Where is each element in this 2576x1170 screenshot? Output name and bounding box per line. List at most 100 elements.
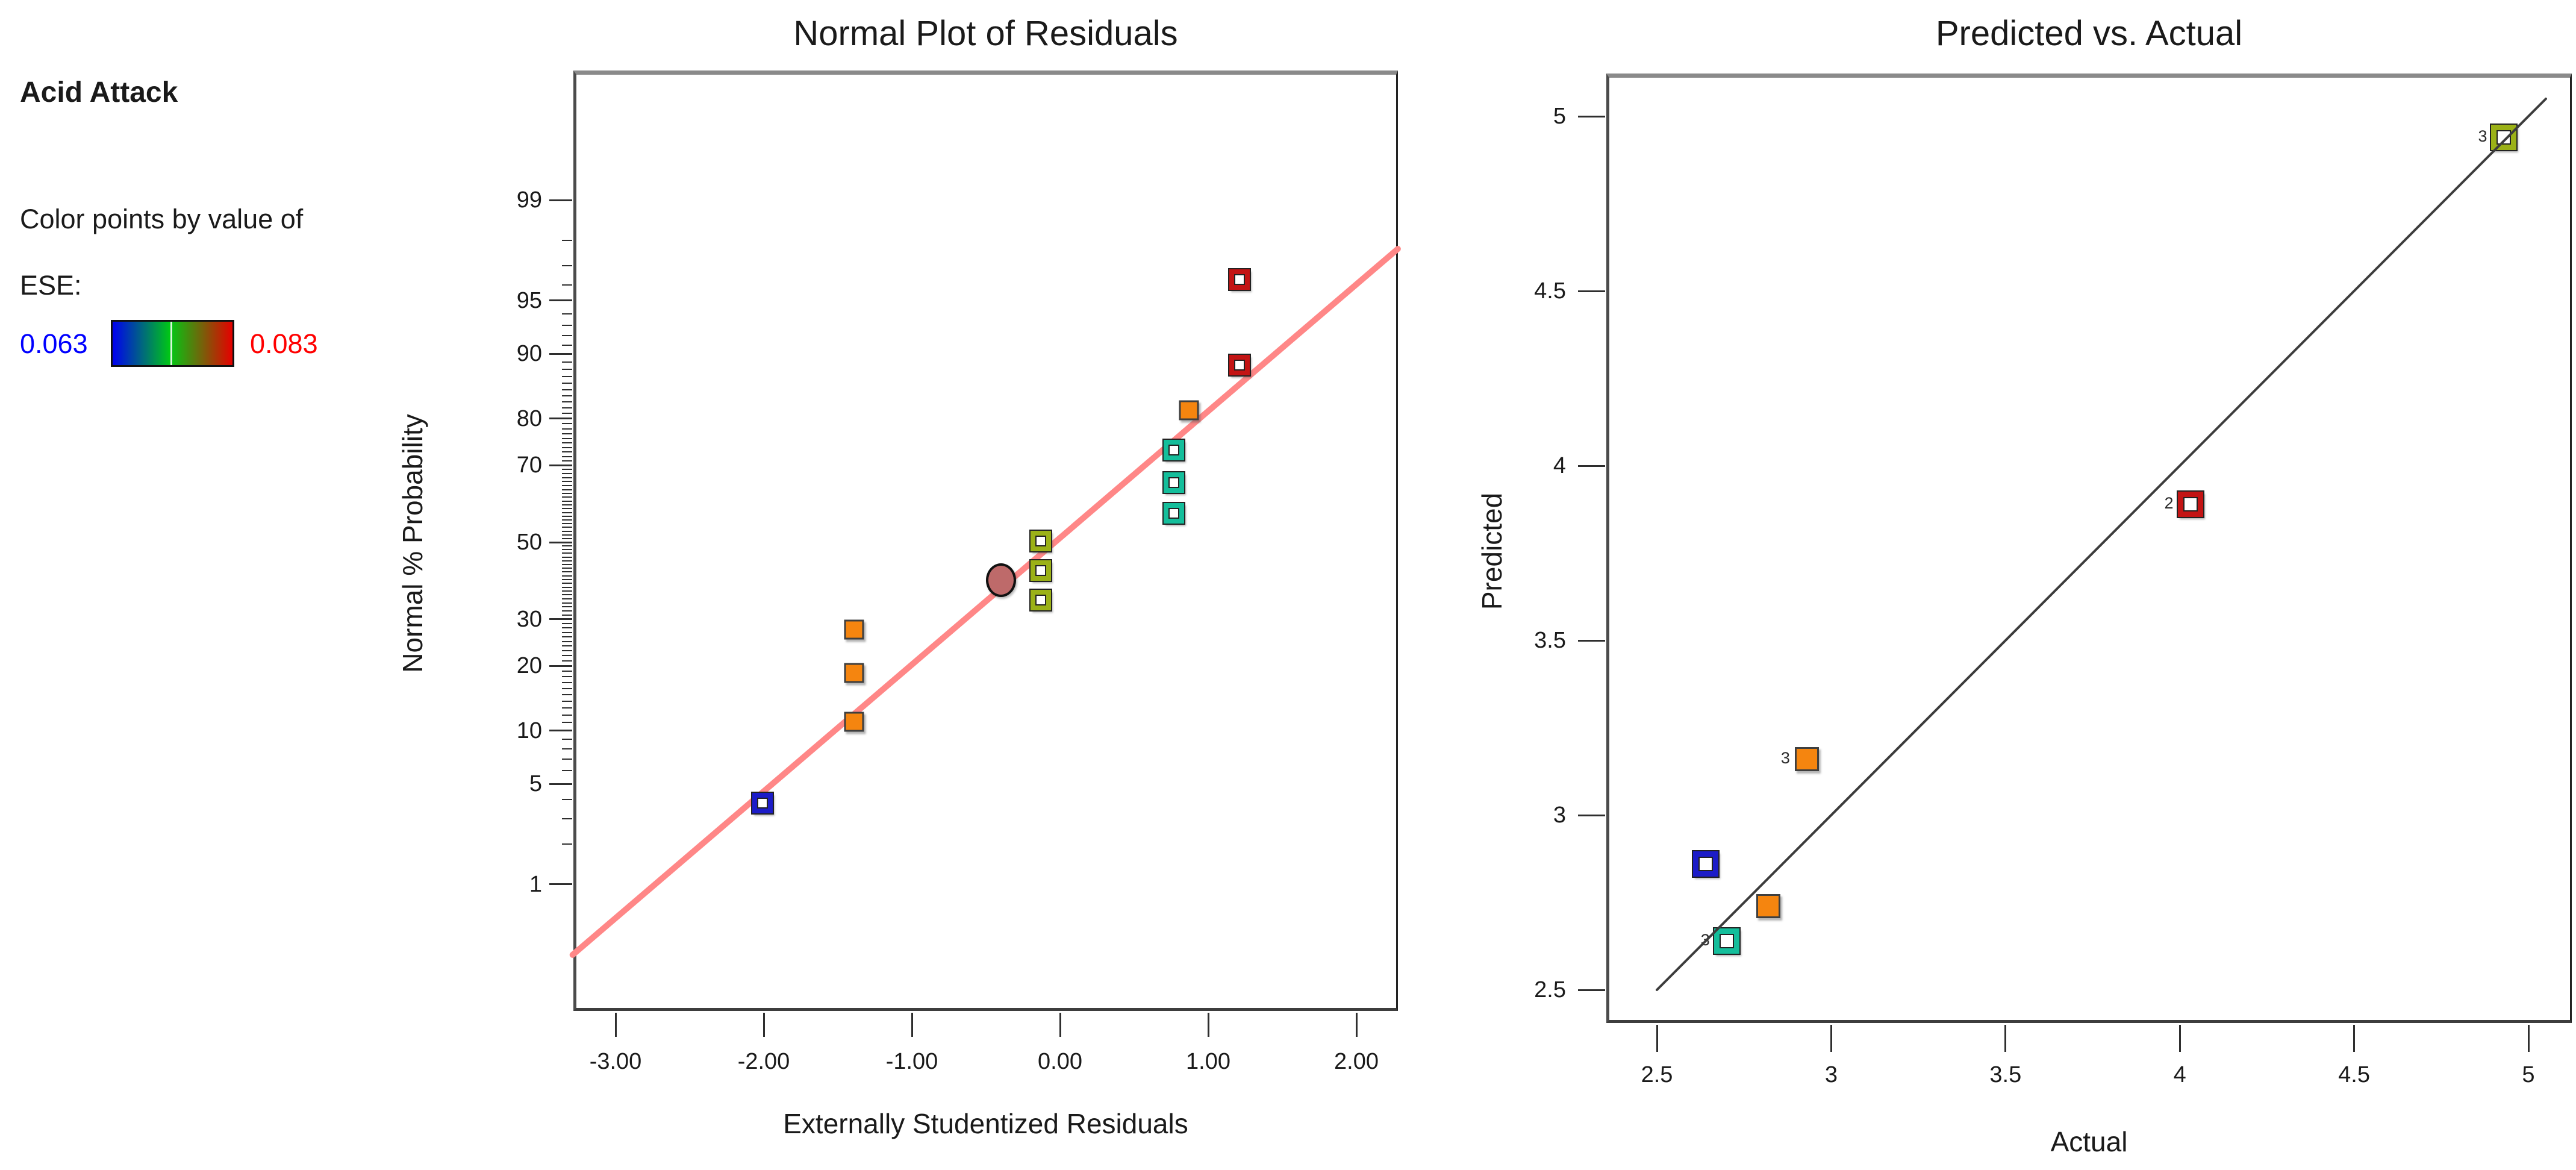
y-axis-tick-label: 30 xyxy=(516,606,542,632)
y-axis-minor-tick xyxy=(562,583,572,584)
data-point-navy[interactable] xyxy=(752,792,773,813)
y-axis-tick-label: 90 xyxy=(516,341,542,367)
data-point-orange[interactable] xyxy=(844,712,864,732)
replicate-count-label: 2 xyxy=(2164,493,2174,512)
y-axis-major-tick xyxy=(549,783,572,785)
chart1-plot-area xyxy=(573,70,1398,1011)
chart2-y-axis-label: Predicted xyxy=(1476,492,1508,610)
analysis-title: Acid Attack xyxy=(20,77,178,108)
gradient-midpoint-line xyxy=(170,322,172,365)
data-point-navy[interactable] xyxy=(1693,851,1719,877)
y-axis-minor-tick xyxy=(562,627,572,629)
data-point-orange[interactable] xyxy=(1179,400,1199,421)
x-axis-tick-label: 0.00 xyxy=(1038,1049,1082,1074)
data-point-orange[interactable] xyxy=(1794,747,1819,772)
y-axis-minor-tick xyxy=(562,455,572,457)
data-point-olive[interactable] xyxy=(2491,124,2517,150)
replicate-count-label: 3 xyxy=(2478,127,2487,145)
y-axis-minor-tick xyxy=(562,671,572,672)
y-axis-minor-tick xyxy=(562,361,572,363)
y-axis-major-tick xyxy=(1578,989,1605,991)
legend-caption-line2: ESE: xyxy=(20,270,82,301)
y-axis-minor-tick xyxy=(562,401,572,403)
data-point-teal[interactable] xyxy=(1164,502,1185,524)
data-point-olive[interactable] xyxy=(1031,589,1052,610)
x-axis-tick-label: 1.00 xyxy=(1186,1049,1230,1074)
data-point-orange[interactable] xyxy=(1756,893,1781,918)
x-axis-tick xyxy=(2353,1025,2356,1052)
y-axis-minor-tick xyxy=(562,687,572,689)
chart2-plot-area xyxy=(1606,74,2572,1023)
y-axis-major-tick xyxy=(549,199,572,201)
y-axis-minor-tick xyxy=(562,407,572,408)
x-axis-tick-label: 5 xyxy=(2522,1062,2535,1087)
chart1-x-axis-label: Externally Studentized Residuals xyxy=(783,1108,1188,1139)
y-axis-tick-label: 3 xyxy=(1553,802,1566,828)
y-axis-minor-tick xyxy=(562,739,572,740)
y-axis-minor-tick xyxy=(562,722,572,724)
x-axis-tick xyxy=(1656,1025,1658,1052)
y-axis-tick-label: 2.5 xyxy=(1534,977,1566,1003)
y-axis-tick-label: 4.5 xyxy=(1534,278,1566,304)
data-point-red[interactable] xyxy=(2177,491,2203,517)
y-axis-minor-tick xyxy=(562,693,572,695)
data-point-olive[interactable] xyxy=(1031,531,1052,552)
y-axis-minor-tick xyxy=(562,515,572,517)
y-axis-minor-tick xyxy=(562,484,572,486)
data-point-red[interactable] xyxy=(1229,269,1250,290)
data-point-teal[interactable] xyxy=(1164,472,1185,493)
y-axis-minor-tick xyxy=(562,511,572,513)
y-axis-minor-tick xyxy=(562,590,572,592)
data-point-orange[interactable] xyxy=(844,663,864,683)
y-axis-major-tick xyxy=(549,665,572,667)
y-axis-minor-tick xyxy=(562,549,572,551)
chart1-y-axis-label: Normal % Probability xyxy=(397,414,428,673)
y-axis-minor-tick xyxy=(562,700,572,702)
x-axis-tick xyxy=(2004,1025,2007,1052)
y-axis-tick-label: 3.5 xyxy=(1534,628,1566,653)
y-axis-major-tick xyxy=(549,299,572,302)
y-axis-minor-tick xyxy=(562,460,572,461)
y-axis-minor-tick xyxy=(562,636,572,637)
y-axis-minor-tick xyxy=(562,714,572,716)
y-axis-minor-tick xyxy=(562,504,572,506)
data-point-olive[interactable] xyxy=(1031,560,1052,581)
y-axis-minor-tick xyxy=(562,556,572,558)
y-axis-minor-tick xyxy=(562,324,572,326)
y-axis-minor-tick xyxy=(562,645,572,647)
y-axis-minor-tick xyxy=(562,598,572,600)
data-point-orange[interactable] xyxy=(844,619,864,640)
x-axis-tick-label: 4.5 xyxy=(2338,1062,2370,1087)
y-axis-minor-tick xyxy=(562,508,572,510)
y-axis-minor-tick xyxy=(562,284,572,286)
x-axis-tick-label: -3.00 xyxy=(589,1049,642,1074)
replicate-count-label: 3 xyxy=(1700,930,1710,949)
data-point-teal[interactable] xyxy=(1164,439,1185,460)
y-axis-major-tick xyxy=(1578,639,1605,642)
chart2-title: Predicted vs. Actual xyxy=(1935,14,2243,53)
y-axis-minor-tick xyxy=(562,575,572,577)
y-axis-minor-tick xyxy=(562,527,572,528)
y-axis-minor-tick xyxy=(562,537,572,539)
y-axis-minor-tick xyxy=(562,313,572,314)
y-axis-major-tick xyxy=(1578,115,1605,117)
y-axis-minor-tick xyxy=(562,650,572,652)
y-axis-tick-label: 10 xyxy=(516,718,542,743)
y-axis-minor-tick xyxy=(562,369,572,371)
gradient-max-value: 0.083 xyxy=(250,328,318,359)
y-axis-minor-tick xyxy=(562,239,572,241)
y-axis-minor-tick xyxy=(562,344,572,346)
y-axis-tick-label: 70 xyxy=(516,452,542,478)
data-point-selected-rosybrown[interactable] xyxy=(985,563,1016,598)
y-axis-minor-tick xyxy=(562,376,572,378)
y-axis-minor-tick xyxy=(562,602,572,604)
x-axis-tick-label: 2.00 xyxy=(1334,1049,1379,1074)
x-axis-tick xyxy=(1059,1013,1061,1037)
data-point-teal[interactable] xyxy=(1714,928,1739,954)
data-point-red[interactable] xyxy=(1229,354,1250,375)
y-axis-minor-tick xyxy=(562,519,572,521)
y-axis-minor-tick xyxy=(562,412,572,414)
y-axis-tick-label: 20 xyxy=(516,653,542,679)
chart2-x-axis-label: Actual xyxy=(2050,1126,2128,1157)
